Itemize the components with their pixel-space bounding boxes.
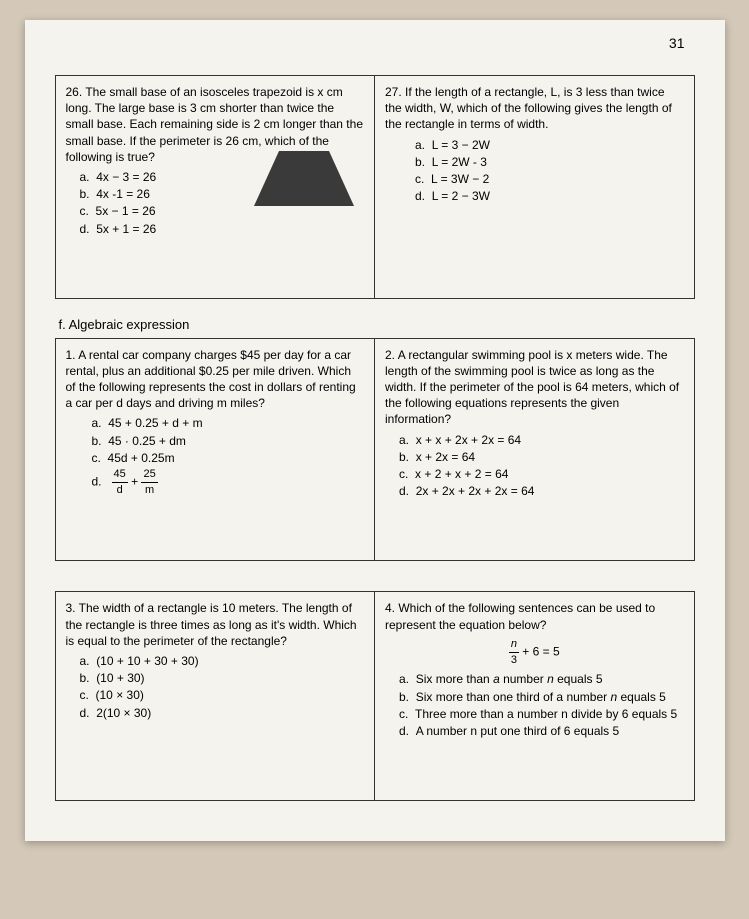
fraction-45-d: 45 d (112, 467, 128, 498)
q4-opt-b: b. Six more than one third of a number n… (399, 689, 684, 705)
page-number: 31 (669, 35, 685, 51)
q2-text: 2. A rectangular swimming pool is x mete… (385, 347, 684, 428)
q4-body: Which of the following sentences can be … (385, 601, 655, 631)
q27-opt-d: d. L = 2 − 3W (415, 188, 684, 204)
q1-opt-c: c. 45d + 0.25m (92, 450, 365, 466)
question-1: 1. A rental car company charges $45 per … (56, 339, 375, 561)
q3-number: 3. (66, 601, 76, 615)
q2-opt-c: c. x + 2 + x + 2 = 64 (399, 466, 684, 482)
q1-options: a. 45 + 0.25 + d + m b. 45 · 0.25 + dm c… (66, 415, 365, 497)
q1-opt-b: b. 45 · 0.25 + dm (92, 433, 365, 449)
q4-opt-d: d. A number n put one third of 6 equals … (399, 723, 684, 739)
q3-text: 3. The width of a rectangle is 10 meters… (66, 600, 365, 649)
q27-number: 27. (385, 85, 402, 99)
q1-number: 1. (66, 348, 76, 362)
q3-opt-c: c. (10 × 30) (80, 687, 365, 703)
q26-opt-d: d. 5x + 1 = 26 (80, 221, 365, 237)
q2-options: a. x + x + 2x + 2x = 64 b. x + 2x = 64 c… (385, 432, 684, 500)
fraction-25-m: 25 m (141, 467, 157, 498)
q4-options: a. Six more than a number n equals 5 b. … (385, 671, 684, 739)
q3-opt-d: d. 2(10 × 30) (80, 705, 365, 721)
row-2: 1. A rental car company charges $45 per … (55, 338, 695, 562)
q2-opt-a: a. x + x + 2x + 2x = 64 (399, 432, 684, 448)
worksheet-page: 31 26. The small base of an isosceles tr… (25, 20, 725, 841)
q2-body: A rectangular swimming pool is x meters … (385, 348, 679, 427)
fraction-n-3: n 3 (509, 637, 519, 668)
q1-text: 1. A rental car company charges $45 per … (66, 347, 365, 412)
question-4: 4. Which of the following sentences can … (374, 592, 694, 800)
q2-opt-b: b. x + 2x = 64 (399, 449, 684, 465)
row-3: 3. The width of a rectangle is 10 meters… (55, 591, 695, 801)
question-27: 27. If the length of a rectangle, L, is … (374, 76, 694, 298)
q27-opt-c: c. L = 3W − 2 (415, 171, 684, 187)
q1-opt-d: d. 45 d + 25 m (92, 467, 365, 498)
q3-opt-b: b. (10 + 30) (80, 670, 365, 686)
row-1: 26. The small base of an isosceles trape… (55, 75, 695, 299)
q4-text: 4. Which of the following sentences can … (385, 600, 684, 632)
question-26: 26. The small base of an isosceles trape… (56, 76, 375, 298)
q4-opt-a: a. Six more than a number n equals 5 (399, 671, 684, 687)
q2-number: 2. (385, 348, 395, 362)
q4-equation: n 3 + 6 = 5 (385, 637, 684, 668)
q26-number: 26. (66, 85, 83, 99)
question-2: 2. A rectangular swimming pool is x mete… (374, 339, 694, 561)
q1-body: A rental car company charges $45 per day… (66, 348, 356, 411)
question-3: 3. The width of a rectangle is 10 meters… (56, 592, 375, 800)
q4-opt-c: c. Three more than a number n divide by … (399, 706, 684, 722)
q27-text: 27. If the length of a rectangle, L, is … (385, 84, 684, 133)
q27-options: a. L = 3 − 2W b. L = 2W - 3 c. L = 3W − … (385, 137, 684, 205)
q4-number: 4. (385, 601, 395, 615)
q27-opt-b: b. L = 2W - 3 (415, 154, 684, 170)
q1-opt-a: a. 45 + 0.25 + d + m (92, 415, 365, 431)
q3-opt-a: a. (10 + 10 + 30 + 30) (80, 653, 365, 669)
q2-opt-d: d. 2x + 2x + 2x + 2x = 64 (399, 483, 684, 499)
q3-body: The width of a rectangle is 10 meters. T… (66, 601, 357, 647)
q27-opt-a: a. L = 3 − 2W (415, 137, 684, 153)
section-f-header: f. Algebraic expression (59, 317, 695, 332)
q27-body: If the length of a rectangle, L, is 3 le… (385, 85, 672, 131)
q3-options: a. (10 + 10 + 30 + 30) b. (10 + 30) c. (… (66, 653, 365, 721)
